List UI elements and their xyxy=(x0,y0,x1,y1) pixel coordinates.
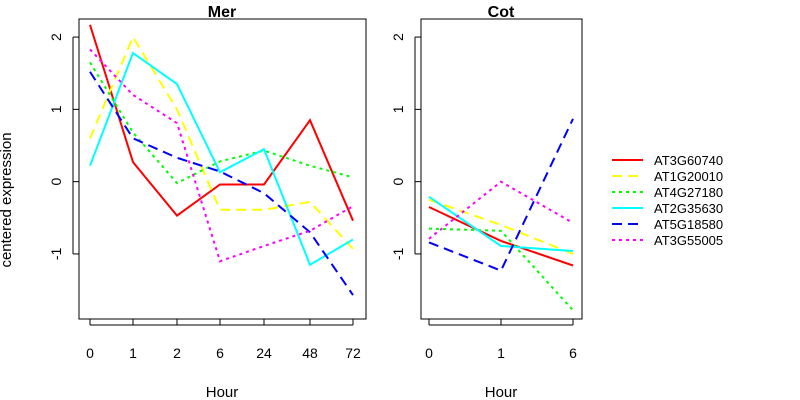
series-line-at4g27180-mer xyxy=(89,61,354,185)
x-tick-label-mer: 0 xyxy=(86,345,94,361)
y-tick-label-cot: -1 xyxy=(390,248,406,261)
series-line-at4g27180-cot xyxy=(428,227,574,311)
legend-label-at5g18580: AT5G18580 xyxy=(654,217,723,232)
legend-label-at2g35630: AT2G35630 xyxy=(654,201,723,216)
series-line-at3g55005-cot xyxy=(428,180,574,240)
legend-label-at1g20010: AT1G20010 xyxy=(654,169,723,184)
x-axis-label-mer: Hour xyxy=(206,384,239,400)
series-line-at1g20010-mer xyxy=(89,34,354,250)
legend: AT3G60740AT1G20010AT4G27180AT2G35630AT5G… xyxy=(612,153,723,248)
x-tick-label-mer: 24 xyxy=(256,345,272,361)
series-line-at5g18580-cot xyxy=(428,118,574,272)
plot-frame-cot xyxy=(420,18,583,320)
plot-frame-mer xyxy=(78,18,367,320)
series-line-at5g18580-mer xyxy=(89,71,354,296)
x-tick-label-mer: 48 xyxy=(302,345,318,361)
y-tick-label-cot: 2 xyxy=(390,33,406,41)
legend-label-at3g55005: AT3G55005 xyxy=(654,233,723,248)
series-line-at3g55005-mer xyxy=(89,48,354,263)
legend-label-at4g27180: AT4G27180 xyxy=(654,185,723,200)
x-tick-label-mer: 1 xyxy=(129,345,137,361)
panel-mer: Mer Hour -1 0 1 2 0 1 2 6 24 48 72 xyxy=(48,4,367,400)
legend-label-at3g60740: AT3G60740 xyxy=(654,153,723,168)
x-tick-label-cot: 6 xyxy=(569,345,577,361)
y-axis-label: centered expression xyxy=(0,132,15,267)
panel-title-cot: Cot xyxy=(488,4,515,21)
series-line-at3g60740-cot xyxy=(428,206,574,267)
x-tick-label-mer: 2 xyxy=(173,345,181,361)
x-tick-label-cot: 1 xyxy=(497,345,505,361)
x-tick-label-cot: 0 xyxy=(425,345,433,361)
y-tick-label-mer: 2 xyxy=(48,33,64,41)
y-tick-label-mer: 0 xyxy=(48,178,64,186)
x-tick-label-mer: 72 xyxy=(345,345,361,361)
y-tick-label-mer: 1 xyxy=(48,105,64,113)
x-tick-label-mer: 6 xyxy=(216,345,224,361)
panel-title-mer: Mer xyxy=(208,4,236,21)
series-line-at1g20010-cot xyxy=(428,198,574,255)
y-tick-label-cot: 0 xyxy=(390,178,406,186)
series-line-at2g35630-mer xyxy=(89,51,354,267)
panel-cot: Cot Hour -1 0 1 2 0 1 6 xyxy=(390,4,583,400)
x-axis-label-cot: Hour xyxy=(485,384,518,400)
y-tick-label-mer: -1 xyxy=(48,248,64,261)
series-line-at2g35630-cot xyxy=(428,195,574,252)
series-line-at3g60740-mer xyxy=(89,24,354,222)
y-tick-label-cot: 1 xyxy=(390,105,406,113)
